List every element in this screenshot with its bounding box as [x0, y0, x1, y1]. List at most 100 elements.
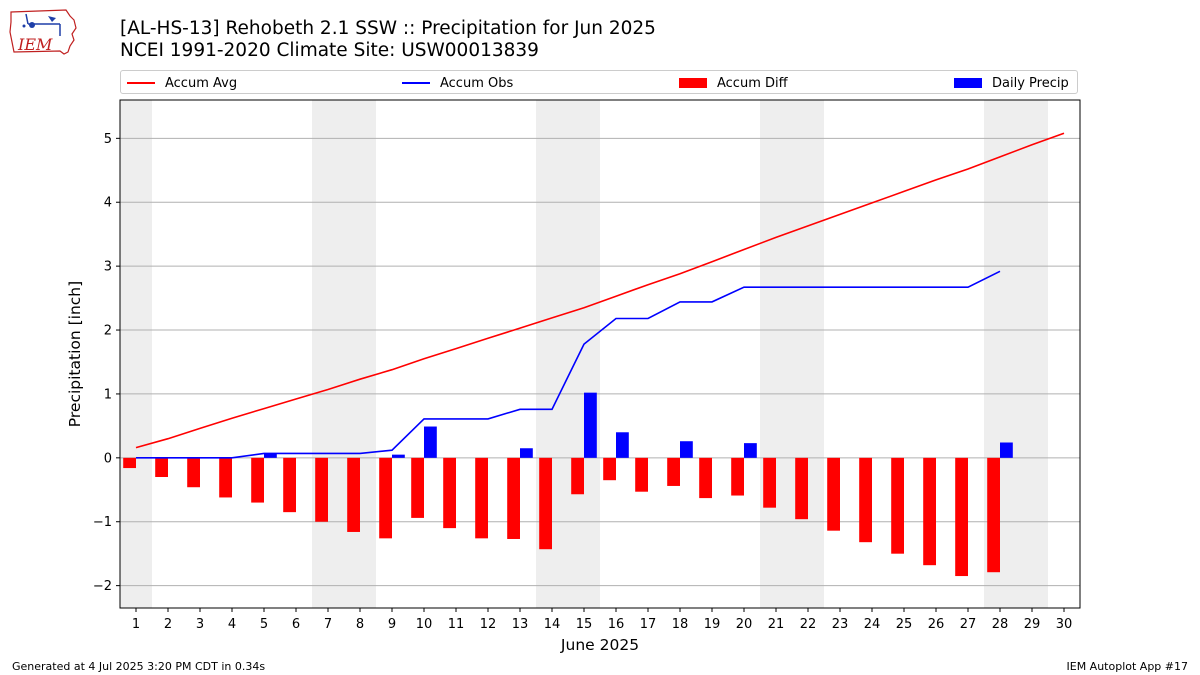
x-tick-label: 18 [672, 617, 689, 632]
x-tick-label: 1 [132, 617, 140, 632]
x-tick-label: 10 [416, 617, 433, 632]
accum-obs-line [136, 270, 1001, 459]
x-tick-label: 17 [640, 617, 657, 632]
x-tick-label: 30 [1056, 617, 1073, 632]
legend-label-accum-diff: Accum Diff [717, 75, 788, 91]
accum-diff-bar [987, 457, 1000, 573]
y-tick-label: 2 [104, 324, 112, 339]
iem-logo: IEM [8, 6, 80, 58]
x-tick-label: 15 [576, 617, 593, 632]
legend-item-accum-obs: Accum Obs [402, 74, 513, 92]
daily-precip-bar [616, 432, 629, 458]
accum-diff-bar [635, 457, 648, 492]
logo-text: IEM [17, 35, 53, 54]
daily-precip-bar [1000, 442, 1013, 458]
accum-diff-bar [731, 457, 744, 496]
x-tick-label: 8 [356, 617, 364, 632]
accum-diff-bar [475, 457, 488, 539]
x-tick-label: 6 [292, 617, 300, 632]
accum-diff-bar [411, 457, 424, 518]
daily-precip-bar [744, 443, 757, 458]
legend-item-accum-diff: Accum Diff [679, 74, 788, 92]
x-tick-label: 4 [228, 617, 236, 632]
accum-diff-bar [283, 457, 296, 513]
x-tick-label: 28 [992, 617, 1009, 632]
accum-diff-bar [859, 457, 872, 543]
accum-diff-bar [795, 457, 808, 520]
x-tick-label: 16 [608, 617, 625, 632]
accum-diff-bar [571, 457, 584, 495]
chart-subtitle: NCEI 1991-2020 Climate Site: USW00013839 [120, 40, 539, 61]
iowa-outline-icon: IEM [9, 9, 77, 55]
accum-diff-bar [379, 457, 392, 539]
accum-diff-bar [923, 457, 936, 566]
x-tick-label: 7 [324, 617, 332, 632]
x-tick-label: 24 [864, 617, 881, 632]
x-tick-label: 29 [1024, 617, 1041, 632]
daily-precip-bar [392, 454, 405, 458]
y-tick-label: 1 [104, 387, 112, 402]
daily-precip-bar [680, 441, 693, 458]
accum-diff-bar [347, 457, 360, 532]
legend-label-accum-obs: Accum Obs [440, 75, 514, 91]
accum-diff-bar [667, 457, 680, 486]
x-tick-label: 25 [896, 617, 913, 632]
footer-generated: Generated at 4 Jul 2025 3:20 PM CDT in 0… [12, 660, 266, 673]
accum-diff-bar [891, 457, 904, 554]
x-tick-label: 12 [480, 617, 497, 632]
daily-precip-bar [520, 448, 533, 458]
y-tick-label: −2 [93, 579, 112, 594]
accum-diff-bar [187, 457, 200, 488]
x-tick-label: 3 [196, 617, 204, 632]
accum-diff-bar [155, 457, 168, 478]
x-tick-label: 5 [260, 617, 268, 632]
x-tick-label: 9 [388, 617, 396, 632]
accum-diff-bar [123, 457, 136, 469]
weekend-band [760, 100, 824, 608]
accum-diff-bar [507, 457, 520, 539]
footer-app: IEM Autoplot App #17 [1066, 660, 1189, 673]
y-tick-label: 4 [104, 196, 112, 211]
accum-diff-bar [603, 457, 616, 481]
legend-swatch-accum-avg [127, 82, 155, 84]
y-tick-label: 5 [104, 132, 112, 147]
accum-avg-line [135, 132, 1065, 449]
accum-diff-bar [827, 457, 840, 531]
x-tick-label: 14 [544, 617, 561, 632]
accum-diff-bar [219, 457, 232, 498]
x-tick-label: 22 [800, 617, 817, 632]
x-tick-label: 26 [928, 617, 945, 632]
x-tick-label: 11 [448, 617, 465, 632]
accum-diff-bar [315, 457, 328, 522]
y-tick-label: 0 [104, 451, 112, 466]
accum-diff-bar [955, 457, 968, 577]
x-tick-label: 21 [768, 617, 785, 632]
y-tick-label: −1 [93, 515, 112, 530]
weekend-band [312, 100, 376, 608]
x-tick-label: 27 [960, 617, 977, 632]
daily-precip-bar [424, 426, 437, 458]
daily-precip-bar [264, 453, 277, 458]
legend-item-accum-avg: Accum Avg [127, 74, 237, 92]
axes-frame [119, 99, 1081, 609]
legend-label-daily-precip: Daily Precip [992, 75, 1069, 91]
legend-swatch-accum-obs [402, 82, 430, 84]
x-tick-label: 20 [736, 617, 753, 632]
accum-diff-bar [443, 457, 456, 529]
legend-item-daily-precip: Daily Precip [954, 74, 1069, 92]
accum-diff-bar [763, 457, 776, 508]
accum-diff-bar [539, 457, 552, 550]
x-tick-label: 2 [164, 617, 172, 632]
x-tick-label: 23 [832, 617, 849, 632]
chart-title: [AL-HS-13] Rehobeth 2.1 SSW :: Precipita… [120, 18, 656, 39]
x-axis-label: June 2025 [560, 636, 639, 654]
accum-diff-bar [251, 457, 264, 503]
weekend-band [120, 100, 152, 608]
y-axis-label: Precipitation [inch] [66, 281, 84, 427]
daily-precip-bar [584, 392, 597, 458]
accum-diff-bar [699, 457, 712, 499]
legend-swatch-accum-diff [679, 78, 707, 88]
x-tick-label: 19 [704, 617, 721, 632]
legend-label-accum-avg: Accum Avg [165, 75, 238, 91]
